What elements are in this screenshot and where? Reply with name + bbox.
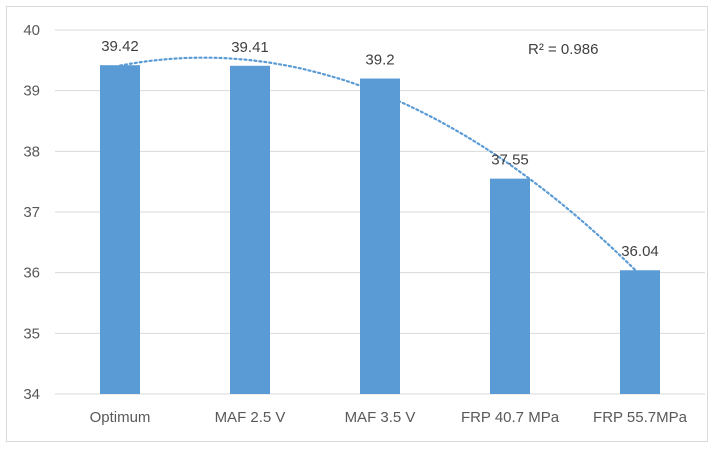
trendline [118, 56, 642, 276]
y-tick-label: 38 [23, 143, 40, 160]
bar [620, 270, 660, 394]
data-labels: 39.42 39.41 39.2 37.55 36.04 [101, 38, 659, 260]
y-tick-label: 34 [23, 386, 40, 403]
data-label: 39.42 [101, 38, 139, 55]
data-label: 39.41 [231, 39, 269, 56]
y-tick-label: 36 [23, 265, 40, 282]
y-tick-label: 40 [23, 22, 40, 39]
bar [360, 78, 400, 395]
x-tick-label: FRP 40.7 MPa [461, 409, 560, 426]
data-label: 37.55 [491, 152, 529, 169]
y-tick-label: 37 [23, 204, 40, 221]
x-tick-label: Optimum [90, 409, 151, 426]
y-tick-label: 35 [23, 325, 40, 342]
x-tick-label: FRP 55.7MPa [593, 409, 688, 426]
x-axis-tick-labels: Optimum MAF 2.5 V MAF 3.5 V FRP 40.7 MPa FRP… [90, 409, 688, 426]
data-label: 36.04 [621, 243, 659, 260]
bars [100, 65, 660, 395]
bar [490, 178, 530, 394]
r-squared-label: R² = 0.986 [528, 41, 598, 58]
data-label: 39.2 [365, 52, 394, 69]
y-axis-tick-labels: 34 35 36 37 38 39 40 [23, 22, 40, 403]
trendline-curve [118, 56, 642, 276]
x-tick-label: MAF 3.5 V [345, 409, 416, 426]
bar [100, 65, 140, 394]
x-tick-label: MAF 2.5 V [215, 409, 286, 426]
bar [230, 65, 270, 394]
y-tick-label: 39 [23, 83, 40, 100]
